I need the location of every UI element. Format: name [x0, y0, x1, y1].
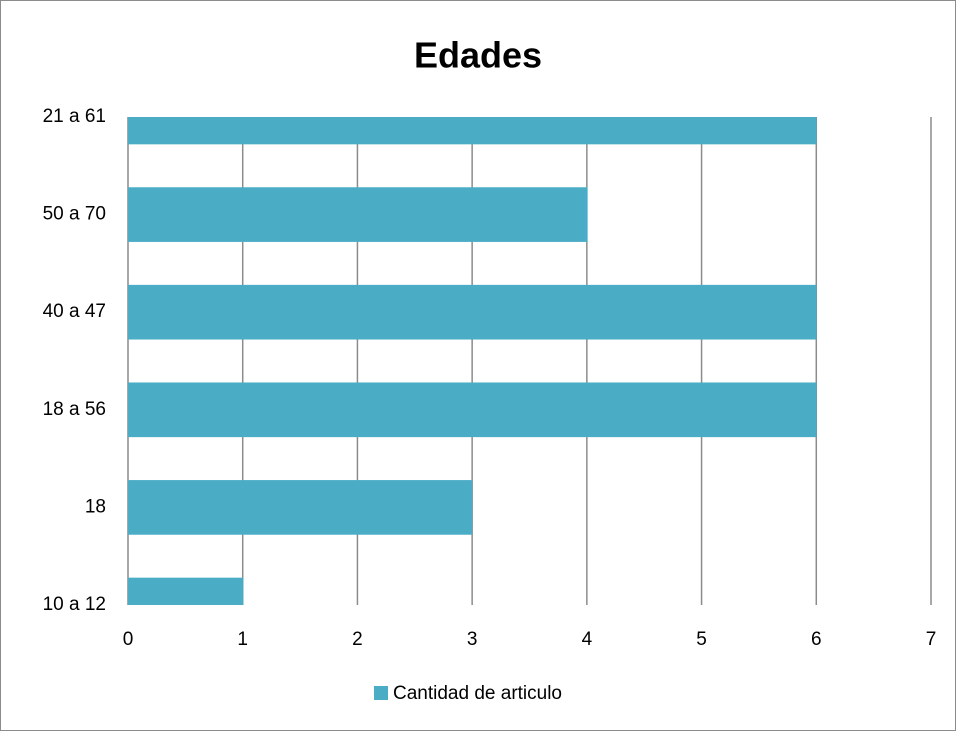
y-tick-label: 10 a 12 [43, 594, 106, 615]
y-tick-label: 18 a 56 [43, 399, 106, 420]
bar [128, 480, 473, 535]
y-tick-label: 18 [85, 496, 106, 517]
bar [128, 577, 243, 605]
x-tick-label: 0 [123, 629, 134, 650]
y-tick-label: 50 a 70 [43, 204, 106, 225]
x-tick-label: 6 [811, 629, 822, 650]
x-tick-label: 2 [352, 629, 363, 650]
x-tick-label: 3 [467, 629, 478, 650]
bar [128, 284, 817, 340]
y-tick-label: 40 a 47 [43, 301, 106, 322]
x-tick-label: 4 [582, 629, 593, 650]
legend-swatch [374, 686, 388, 700]
bars [128, 117, 817, 605]
labels: 0 1 2 3 4 5 6 7 10 a 12 18 18 a 56 40 a 47 50 a 70 21… [43, 106, 937, 704]
x-tick-label: 1 [237, 629, 248, 650]
bar [128, 187, 587, 242]
x-tick-label: 5 [696, 629, 707, 650]
x-tick-label: 7 [926, 629, 937, 650]
y-tick-label: 21 a 61 [43, 106, 106, 127]
bar [128, 117, 817, 145]
chart-title: Edades [414, 35, 542, 76]
bar [128, 382, 817, 438]
legend-label: Cantidad de articulo [393, 683, 562, 704]
